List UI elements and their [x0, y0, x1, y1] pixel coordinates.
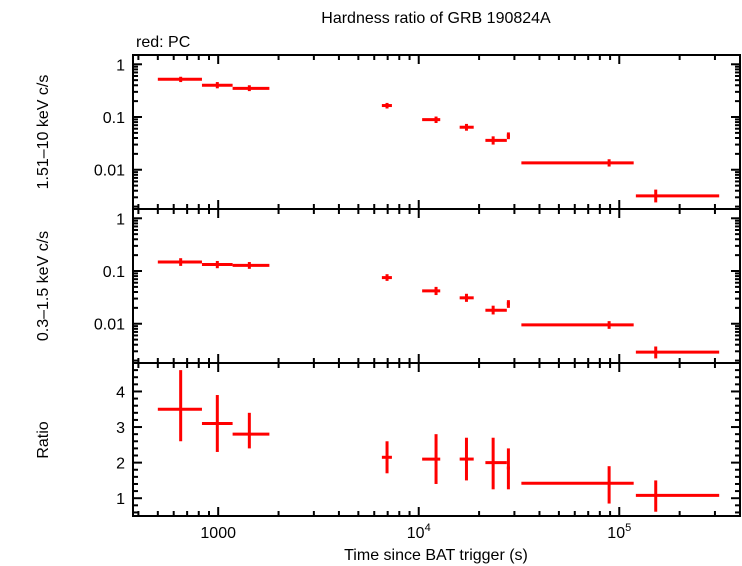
- data-point: [459, 293, 474, 302]
- panel-top: 1 0.1 0.01: [94, 54, 741, 210]
- y-tick-label: 2: [116, 456, 125, 473]
- y-tick-label: 4: [116, 384, 125, 401]
- data-point: [459, 437, 474, 481]
- data-point: [422, 434, 441, 484]
- data-point: [157, 258, 202, 266]
- data-point: [201, 82, 233, 89]
- data-point: [506, 448, 510, 490]
- panel-middle: 1 0.1 0.01: [94, 208, 741, 364]
- y-tick-label: 0.1: [103, 110, 125, 127]
- y-tick-label: 1: [116, 491, 125, 508]
- y-tick-label: 1: [116, 57, 125, 74]
- data-point: [485, 437, 507, 490]
- data-point: [485, 305, 507, 315]
- legend-label: red: PC: [136, 34, 190, 51]
- chart-title: Hardness ratio of GRB 190824A: [321, 10, 551, 27]
- y-axis-label-top: 1.51–10 keV c/s: [35, 75, 52, 190]
- y-tick-label: 0.01: [94, 317, 125, 334]
- data-point: [635, 480, 720, 512]
- y-tick-label: 0.01: [94, 163, 125, 180]
- y-tick-label: 0.1: [103, 264, 125, 281]
- y-tick-label: 1: [116, 211, 125, 228]
- y-axis-label-bottom: Ratio: [35, 421, 52, 458]
- y-axis-label-middle: 0.3–1.5 keV c/s: [35, 231, 52, 341]
- data-point: [157, 76, 202, 83]
- panel-bottom: 4 3 2 1 1000 104 105: [116, 362, 741, 542]
- data-point: [232, 262, 270, 269]
- data-point: [381, 441, 392, 474]
- data-point: [201, 260, 233, 269]
- data-point: [381, 274, 392, 281]
- data-point: [422, 286, 441, 296]
- data-point: [485, 136, 507, 145]
- panel-frame: [132, 54, 741, 210]
- data-point: [635, 189, 720, 203]
- data-point: [157, 370, 202, 442]
- x-tick-label: 104: [407, 522, 431, 542]
- x-axis-label: Time since BAT trigger (s): [344, 547, 528, 564]
- data-point: [521, 159, 634, 167]
- panel-frame: [132, 362, 741, 517]
- data-point: [381, 102, 392, 109]
- data-point: [521, 321, 634, 329]
- data-point: [506, 132, 510, 140]
- data-point: [506, 300, 510, 308]
- data-point: [635, 346, 720, 359]
- data-point: [201, 395, 233, 452]
- x-tick-label: 1000: [200, 525, 236, 542]
- data-point: [422, 116, 441, 123]
- data-point: [232, 412, 270, 449]
- data-point: [459, 123, 474, 131]
- panel-frame: [132, 208, 741, 364]
- data-point: [521, 466, 634, 504]
- data-point: [232, 85, 270, 92]
- y-tick-label: 3: [116, 420, 125, 437]
- x-tick-label: 105: [607, 522, 631, 542]
